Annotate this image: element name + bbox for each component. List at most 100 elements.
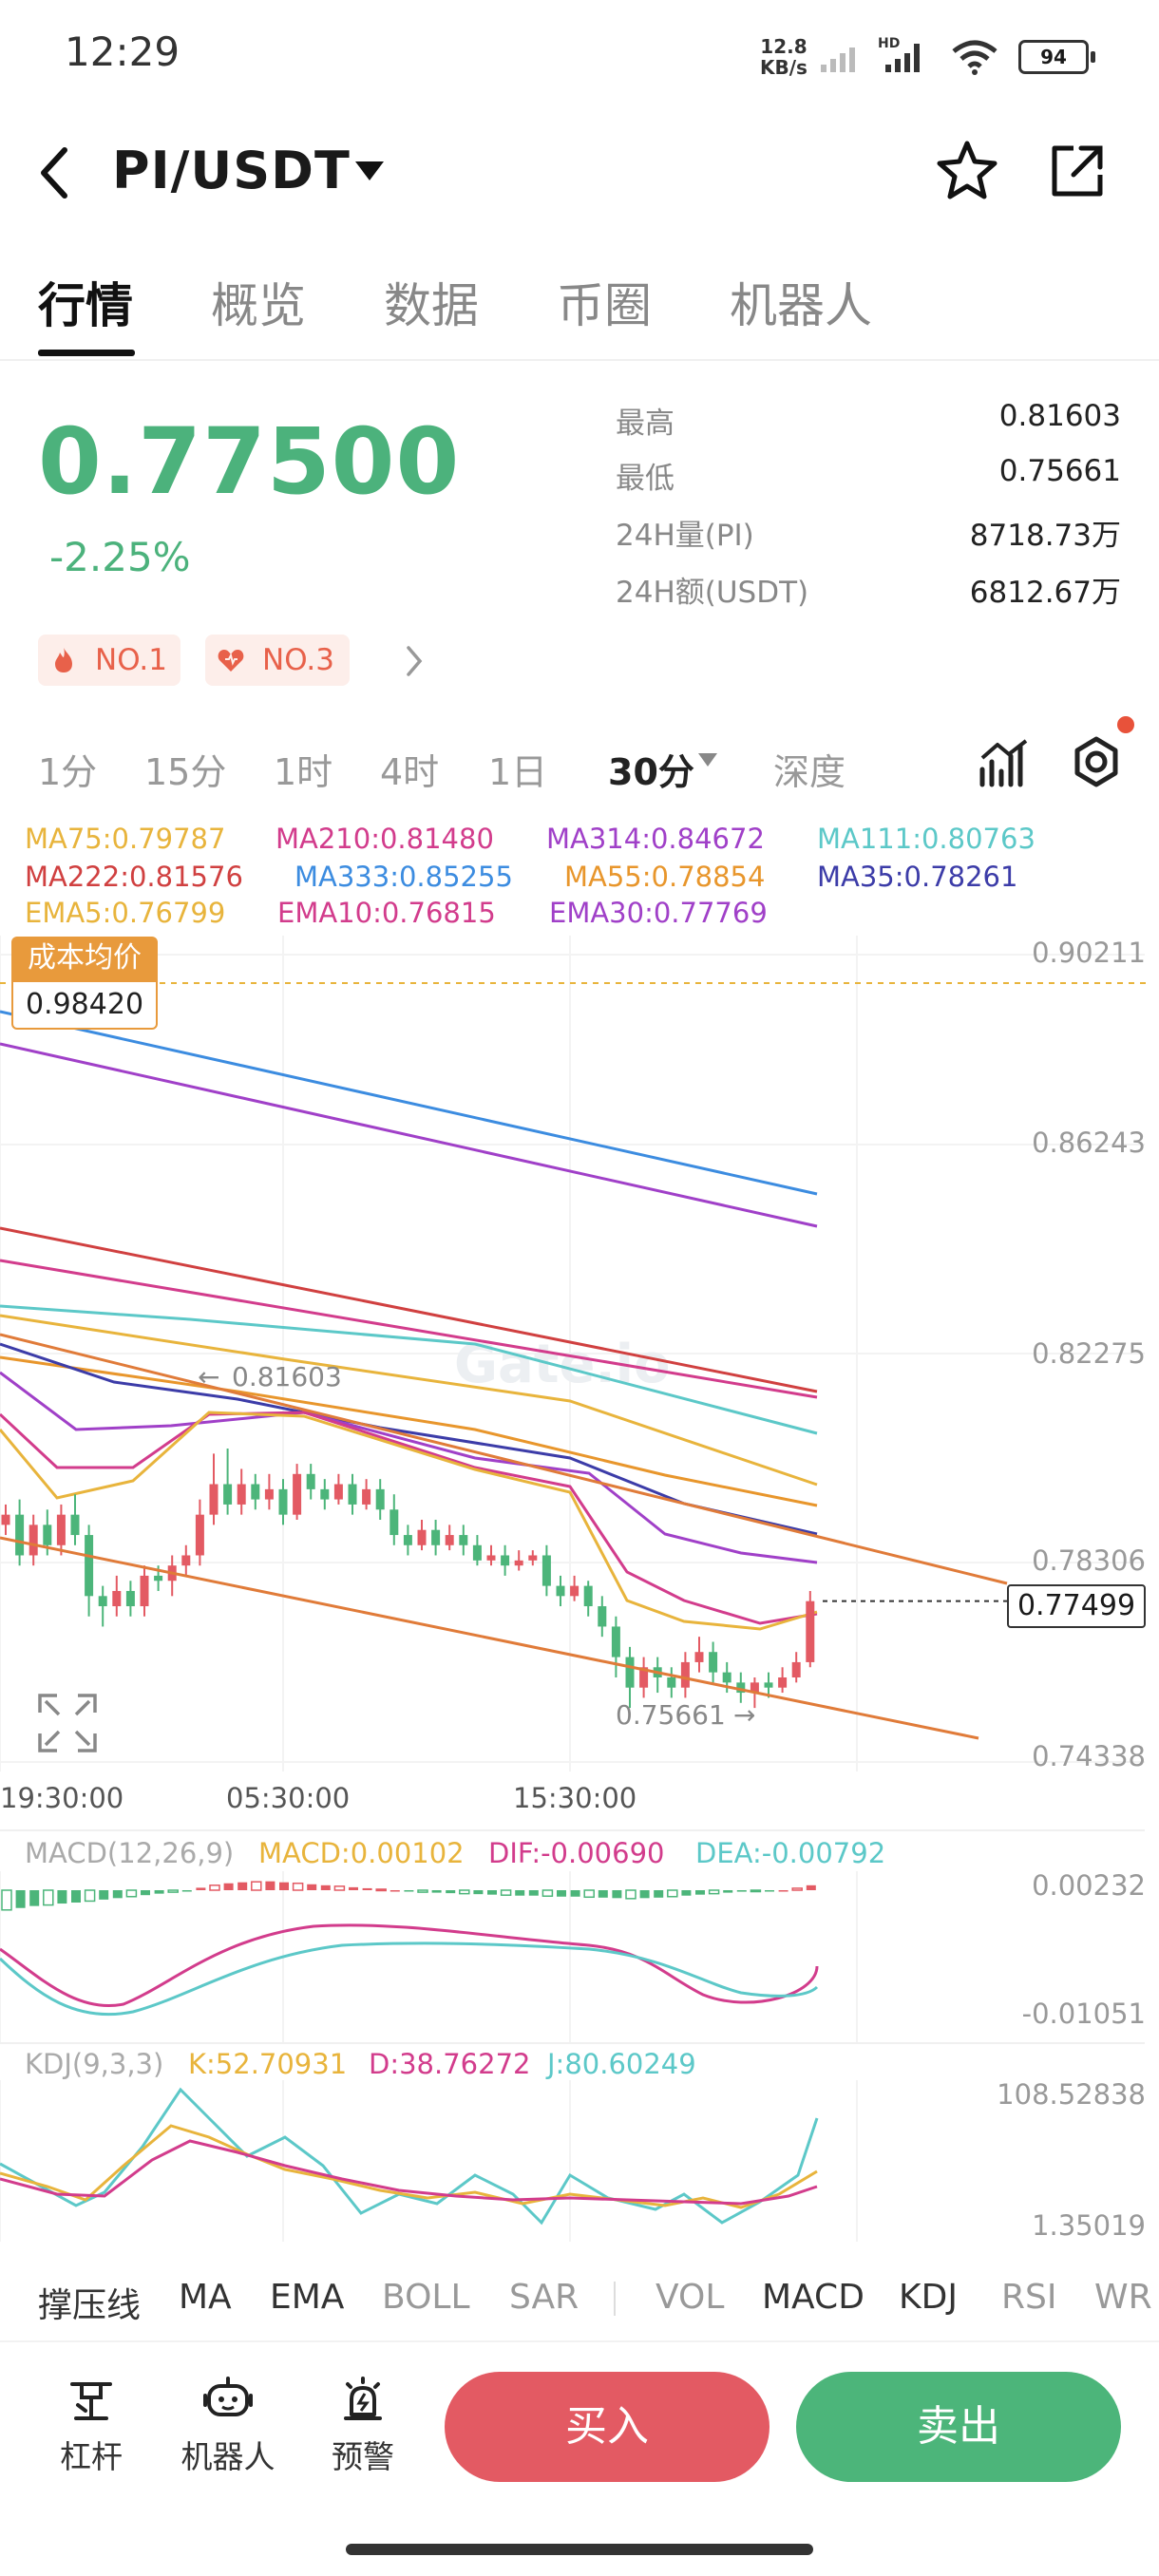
indicator-rsi[interactable]: RSI (1001, 2278, 1057, 2317)
rank-badge-hot[interactable]: NO.1 (38, 635, 180, 686)
indicator-boll[interactable]: BOLL (382, 2278, 470, 2317)
candlestick-chart[interactable]: Gate.io ← 0.81603 0.75661 → (0, 936, 1159, 1771)
indicator-support-resistance[interactable]: 撑压线 (38, 2286, 142, 2325)
indicator-wr[interactable]: WR (1094, 2278, 1152, 2317)
trend-lines (0, 1333, 1008, 1740)
last-price-tag: 0.77499 (1007, 1584, 1146, 1628)
macd-bar (542, 1889, 554, 1897)
kdj-tick-bottom: 1.35019 (1032, 2209, 1146, 2242)
ma-legend-ma35: MA35:0.78261 (817, 861, 1018, 893)
moving-average-lines (0, 1010, 818, 1631)
macd-bar (500, 1889, 512, 1896)
ma-legend-ma55: MA55:0.78854 (564, 861, 766, 893)
indicator-ema[interactable]: EMA (270, 2278, 345, 2317)
back-arrow-icon[interactable] (36, 144, 74, 201)
macd-bar (598, 1890, 608, 1898)
timeframe-depth[interactable]: 深度 (773, 751, 846, 793)
kdj-legend-k: K:52.70931 (188, 2048, 348, 2080)
candle-body (611, 1626, 620, 1657)
cost-average-box: 成本均价 0.98420 (11, 937, 158, 1030)
ma210-line (0, 1259, 818, 1399)
timeframe-15m[interactable]: 15分 (144, 751, 227, 793)
favorite-star-icon[interactable] (935, 139, 999, 201)
tab-data[interactable]: 数据 (384, 278, 479, 333)
macd-bar (390, 1890, 400, 1892)
macd-bar (639, 1890, 650, 1899)
fullscreen-icon[interactable] (38, 1694, 97, 1752)
indicator-macd[interactable]: MACD (762, 2278, 864, 2317)
stat-amount-label: 24H额(USDT) (616, 576, 809, 610)
candle-body (28, 1525, 38, 1556)
macd-bar (141, 1890, 150, 1896)
candle-body (43, 1525, 52, 1545)
macd-bar (112, 1890, 123, 1899)
ma-legend-ma222: MA222:0.81576 (25, 861, 243, 893)
nav-alert[interactable]: 预警 (315, 2375, 410, 2477)
candle-body (459, 1535, 468, 1545)
candles (1, 1449, 815, 1709)
macd-bar (279, 1882, 289, 1890)
indicator-vol[interactable]: VOL (656, 2278, 725, 2317)
ma-legend-ma210: MA210:0.81480 (276, 823, 494, 855)
tab-overview[interactable]: 概览 (211, 278, 306, 333)
settings-icon[interactable] (1070, 735, 1123, 788)
candle-body (85, 1535, 94, 1597)
timeframe-1m[interactable]: 1分 (38, 751, 98, 793)
indicator-chart-icon[interactable] (978, 737, 1032, 790)
share-icon[interactable] (1047, 141, 1108, 201)
macd-bar (681, 1890, 692, 1896)
timeframe-caret-icon[interactable] (697, 752, 718, 767)
macd-dif-line (0, 1923, 819, 2007)
tab-active-indicator (38, 350, 135, 356)
macd-bar (459, 1889, 470, 1895)
macd-bar (750, 1889, 762, 1893)
nav-leverage-label: 杠杆 (60, 2438, 123, 2475)
macd-bar (473, 1890, 484, 1895)
tab-bot[interactable]: 机器人 (730, 278, 872, 333)
net-speed-value: 12.8 (760, 35, 808, 58)
high-marker-arrow: ← (198, 1361, 219, 1392)
buy-button[interactable]: 买入 (445, 2372, 770, 2482)
nav-robot[interactable]: 机器人 (180, 2375, 276, 2477)
tab-market[interactable]: 行情 (38, 278, 133, 333)
sell-button[interactable]: 卖出 (796, 2372, 1121, 2482)
candle-body (223, 1484, 233, 1505)
macd-bar (723, 1890, 733, 1893)
timeframe-1d[interactable]: 1日 (488, 751, 548, 793)
candle-body (348, 1484, 357, 1505)
tab-community[interactable]: 币圈 (557, 278, 652, 333)
macd-bar (15, 1890, 26, 1908)
ema10-line (0, 1411, 818, 1625)
timeframe-30m[interactable]: 30分 (608, 751, 694, 793)
macd-bar (125, 1889, 138, 1898)
y-axis-tick-1: 0.90211 (1032, 937, 1146, 969)
candle-body (570, 1585, 580, 1597)
stat-high-value: 0.81603 (998, 399, 1121, 433)
indicator-ma[interactable]: MA (179, 2278, 232, 2317)
rank-badge-heart[interactable]: NO.3 (205, 635, 350, 686)
candle-body (431, 1529, 441, 1545)
macd-tick-bottom: -0.01051 (1021, 1998, 1146, 2030)
dropdown-caret-icon[interactable] (353, 160, 386, 182)
macd-bar (404, 1890, 414, 1892)
stat-low-label: 最低 (616, 462, 674, 496)
candle-body (403, 1535, 412, 1545)
high-marker-label: 0.81603 (232, 1361, 342, 1392)
ma-legend-ema5: EMA5:0.76799 (25, 897, 226, 929)
pair-title[interactable]: PI/USDT (112, 141, 351, 200)
candle-body (791, 1661, 801, 1677)
ema5-line (0, 1411, 818, 1631)
y-axis-tick-2: 0.86243 (1032, 1127, 1146, 1159)
timeframe-4h[interactable]: 4时 (380, 751, 440, 793)
macd-bar (167, 1889, 179, 1893)
candle-body (625, 1657, 635, 1688)
stat-amount-value: 6812.67万 (969, 576, 1121, 610)
cost-average-label: 成本均价 (11, 937, 158, 980)
nav-leverage[interactable]: 杠杆 (44, 2375, 139, 2477)
indicator-sar[interactable]: SAR (509, 2278, 580, 2317)
indicator-kdj[interactable]: KDJ (899, 2278, 958, 2317)
chevron-right-icon[interactable] (403, 644, 426, 678)
kdj-legend-j: J:80.60249 (547, 2048, 696, 2080)
macd-bar (667, 1889, 678, 1898)
timeframe-1h[interactable]: 1时 (274, 751, 333, 793)
